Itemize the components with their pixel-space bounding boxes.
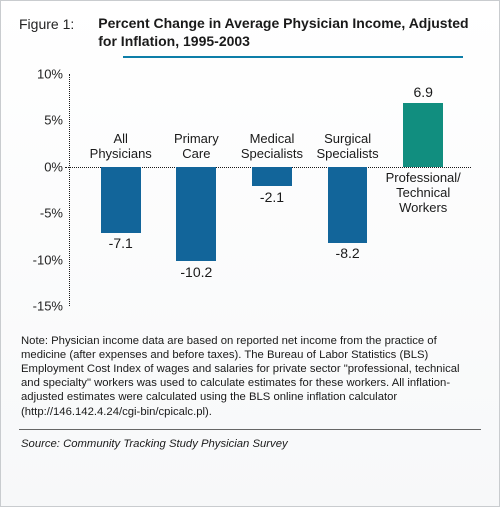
bar — [176, 167, 216, 262]
note-rule — [19, 429, 481, 430]
value-label: -8.2 — [320, 245, 376, 261]
y-tick-label: -5% — [40, 206, 63, 221]
plot-area: AllPhysicians -7.1 PrimaryCare -10.2 Medical… — [69, 74, 467, 306]
value-label: -7.1 — [93, 235, 149, 251]
y-tick-label: 5% — [44, 113, 63, 128]
y-tick-label: 0% — [44, 159, 63, 174]
y-tick-label: 10% — [37, 67, 63, 82]
figure-source: Source: Community Tracking Study Physici… — [21, 438, 481, 450]
category-label: AllPhysicians — [81, 132, 161, 162]
y-tick-label: -10% — [33, 252, 63, 267]
category-label: Professional/TechnicalWorkers — [383, 171, 463, 216]
value-label: 6.9 — [395, 84, 451, 100]
title-underline — [123, 56, 463, 58]
y-axis: 10%5%0%-5%-10%-15% — [23, 74, 69, 306]
bar — [252, 167, 292, 186]
category-label: MedicalSpecialists — [232, 132, 312, 162]
figure-card: Figure 1: Percent Change in Average Phys… — [0, 0, 500, 507]
bar-chart: 10% 5% 0% -5% -10% -15% AllPhysicians -7.1 Prim… — [23, 66, 477, 326]
figure-label: Figure 1: — [19, 15, 74, 50]
figure-header: Figure 1: Percent Change in Average Phys… — [19, 15, 481, 50]
category-label: PrimaryCare — [157, 132, 237, 162]
value-label: -2.1 — [244, 189, 300, 205]
y-tick-label: -15% — [33, 299, 63, 314]
bar — [403, 103, 443, 167]
y-axis-line — [69, 74, 70, 306]
bar — [101, 167, 141, 233]
figure-title: Percent Change in Average Physician Inco… — [98, 15, 481, 50]
value-label: -10.2 — [169, 264, 225, 280]
figure-note: Note: Physician income data are based on… — [21, 334, 479, 419]
category-label: SurgicalSpecialists — [308, 132, 388, 162]
bar — [328, 167, 368, 243]
